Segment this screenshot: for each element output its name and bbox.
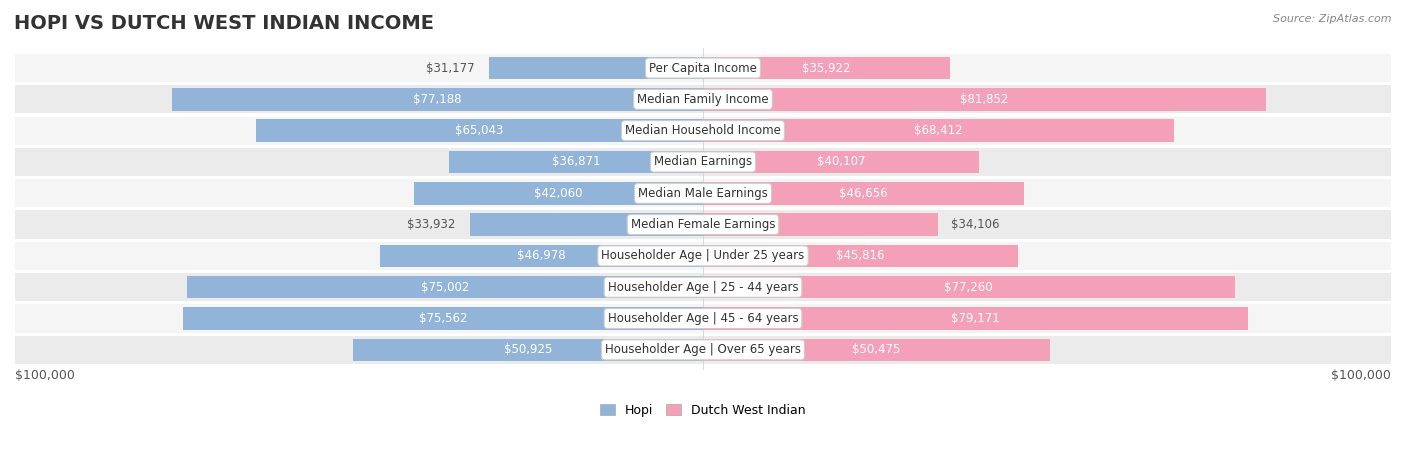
Bar (488, 57, 703, 79)
Bar (15, 211, 1391, 239)
Bar (703, 120, 1174, 142)
Text: $45,816: $45,816 (837, 249, 884, 262)
Text: Median Family Income: Median Family Income (637, 93, 769, 106)
Text: $40,107: $40,107 (817, 156, 865, 169)
Text: $77,260: $77,260 (945, 281, 993, 294)
Bar (703, 276, 1234, 298)
Text: $31,177: $31,177 (426, 62, 475, 75)
Bar (15, 242, 1391, 270)
Bar (703, 88, 1267, 111)
Bar (15, 179, 1391, 207)
Bar (703, 339, 1050, 361)
Bar (187, 276, 703, 298)
Text: Per Capita Income: Per Capita Income (650, 62, 756, 75)
Bar (450, 151, 703, 173)
Text: $34,106: $34,106 (952, 218, 1000, 231)
Legend: Hopi, Dutch West Indian: Hopi, Dutch West Indian (595, 399, 811, 422)
Bar (470, 213, 703, 236)
Text: $46,656: $46,656 (839, 187, 887, 200)
Text: $100,000: $100,000 (1331, 369, 1391, 382)
Text: Median Household Income: Median Household Income (626, 124, 780, 137)
Text: $100,000: $100,000 (15, 369, 75, 382)
Text: Householder Age | Over 65 years: Householder Age | Over 65 years (605, 343, 801, 356)
Text: Householder Age | Under 25 years: Householder Age | Under 25 years (602, 249, 804, 262)
Bar (15, 117, 1391, 145)
Text: $68,412: $68,412 (914, 124, 963, 137)
Bar (15, 273, 1391, 301)
Text: $75,002: $75,002 (420, 281, 470, 294)
Bar (15, 304, 1391, 333)
Bar (172, 88, 703, 111)
Text: $46,978: $46,978 (517, 249, 565, 262)
Bar (703, 213, 938, 236)
Bar (703, 57, 950, 79)
Bar (703, 307, 1247, 330)
Text: Median Male Earnings: Median Male Earnings (638, 187, 768, 200)
Text: $75,562: $75,562 (419, 312, 467, 325)
Bar (413, 182, 703, 205)
Bar (703, 245, 1018, 267)
Bar (256, 120, 703, 142)
Text: $33,932: $33,932 (408, 218, 456, 231)
Text: HOPI VS DUTCH WEST INDIAN INCOME: HOPI VS DUTCH WEST INDIAN INCOME (14, 14, 434, 33)
Text: Householder Age | 45 - 64 years: Householder Age | 45 - 64 years (607, 312, 799, 325)
Text: $36,871: $36,871 (553, 156, 600, 169)
Text: $50,925: $50,925 (503, 343, 553, 356)
Bar (353, 339, 703, 361)
Text: $81,852: $81,852 (960, 93, 1008, 106)
Bar (183, 307, 703, 330)
Bar (15, 336, 1391, 364)
Text: Median Earnings: Median Earnings (654, 156, 752, 169)
Bar (15, 54, 1391, 82)
Text: $79,171: $79,171 (950, 312, 1000, 325)
Bar (380, 245, 703, 267)
Text: Median Female Earnings: Median Female Earnings (631, 218, 775, 231)
Text: $50,475: $50,475 (852, 343, 901, 356)
Text: $42,060: $42,060 (534, 187, 582, 200)
Text: $65,043: $65,043 (456, 124, 503, 137)
Bar (15, 85, 1391, 113)
Text: $35,922: $35,922 (803, 62, 851, 75)
Bar (15, 148, 1391, 176)
Bar (703, 182, 1024, 205)
Text: Householder Age | 25 - 44 years: Householder Age | 25 - 44 years (607, 281, 799, 294)
Bar (703, 151, 979, 173)
Text: Source: ZipAtlas.com: Source: ZipAtlas.com (1274, 14, 1392, 24)
Text: $77,188: $77,188 (413, 93, 461, 106)
